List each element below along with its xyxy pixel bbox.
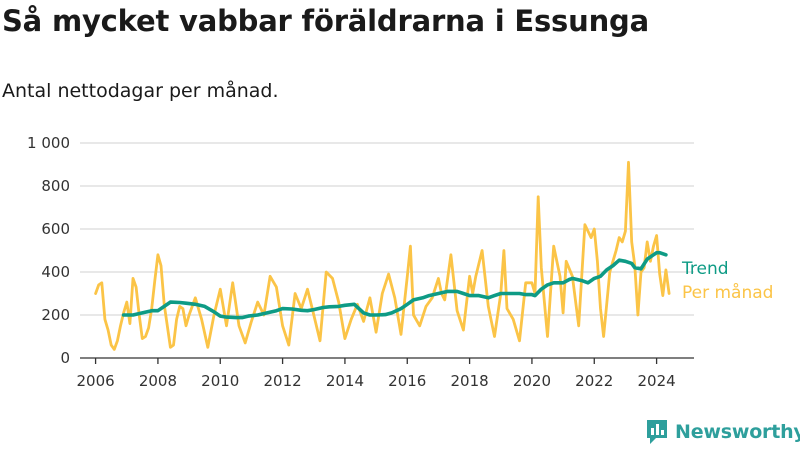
chart-subtitle: Antal nettodagar per månad. [2, 80, 279, 102]
gridlines [80, 142, 694, 316]
y-tick-label: 400 [41, 263, 70, 281]
monthly-line [94, 160, 671, 351]
x-axis: 2006 2008 2010 2012 2014 2016 2018 2020 2022 2024 [76, 357, 694, 390]
x-tick-label: 2016 [388, 372, 426, 390]
trend-line [121, 250, 668, 320]
y-tick-label: 800 [41, 177, 70, 195]
y-tick-label: 600 [41, 220, 70, 238]
brand-logo: Newsworthy [645, 419, 800, 445]
x-tick-label: 2022 [575, 372, 613, 390]
x-tick-label: 2006 [76, 372, 114, 390]
chart-title: Så mycket vabbar föräldrarna i Essunga [2, 4, 649, 38]
brand-name: Newsworthy [675, 421, 800, 443]
series-lines [94, 160, 671, 351]
legend-label-trend: Trend [681, 259, 729, 279]
y-tick-label: 200 [41, 306, 70, 324]
newsworthy-logo-icon [647, 420, 667, 444]
x-tick-label: 2024 [638, 372, 676, 390]
x-tick-label: 2020 [513, 372, 551, 390]
y-axis-tick-labels: 0 200 400 600 800 1 000 [27, 134, 70, 367]
x-tick-label: 2008 [139, 372, 177, 390]
x-tick-label: 2012 [263, 372, 301, 390]
x-tick-label: 2010 [201, 372, 239, 390]
legend-label-monthly: Per månad [682, 282, 773, 303]
y-tick-label: 0 [60, 349, 70, 367]
x-tick-label: 2014 [326, 372, 364, 390]
legend: Trend Per månad [681, 259, 773, 303]
y-tick-label: 1 000 [27, 134, 70, 152]
x-tick-label: 2018 [451, 372, 489, 390]
